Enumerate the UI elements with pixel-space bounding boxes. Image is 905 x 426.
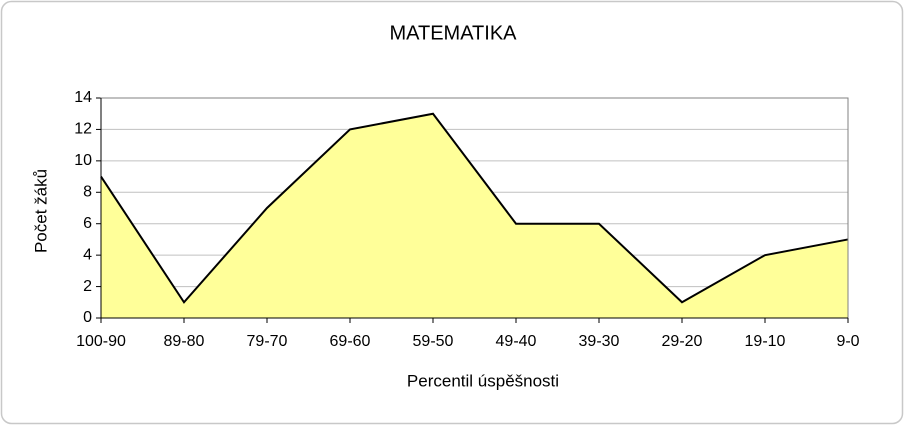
y-tick-label: 10 [74, 152, 92, 169]
y-tick-label: 6 [83, 215, 92, 232]
y-tick-label: 2 [83, 278, 92, 295]
x-tick-label: 100-90 [76, 333, 126, 350]
y-tick-label: 4 [83, 246, 92, 263]
x-tick-label: 59-50 [413, 333, 454, 350]
y-tick-label: 12 [74, 121, 92, 138]
y-tick-label: 8 [83, 184, 92, 201]
area-line [100, 112, 849, 304]
y-tick-label: 0 [83, 309, 92, 326]
x-tick-label: 19-10 [745, 333, 786, 350]
x-tick-label: 49-40 [496, 333, 537, 350]
x-tick-label: 79-70 [247, 333, 288, 350]
x-tick-label: 9-0 [836, 333, 859, 350]
y-tick-label: 14 [74, 89, 92, 106]
x-tick-label: 69-60 [330, 333, 371, 350]
x-tick-label: 39-30 [579, 333, 620, 350]
y-axis-label: Počet žáků [31, 169, 50, 253]
chart-title: MATEMATIKA [389, 22, 517, 44]
x-axis-label: Percentil úspěšnosti [407, 371, 559, 390]
x-tick-label: 29-20 [662, 333, 703, 350]
x-tick-label: 89-80 [164, 333, 205, 350]
area-fill [101, 113, 848, 318]
